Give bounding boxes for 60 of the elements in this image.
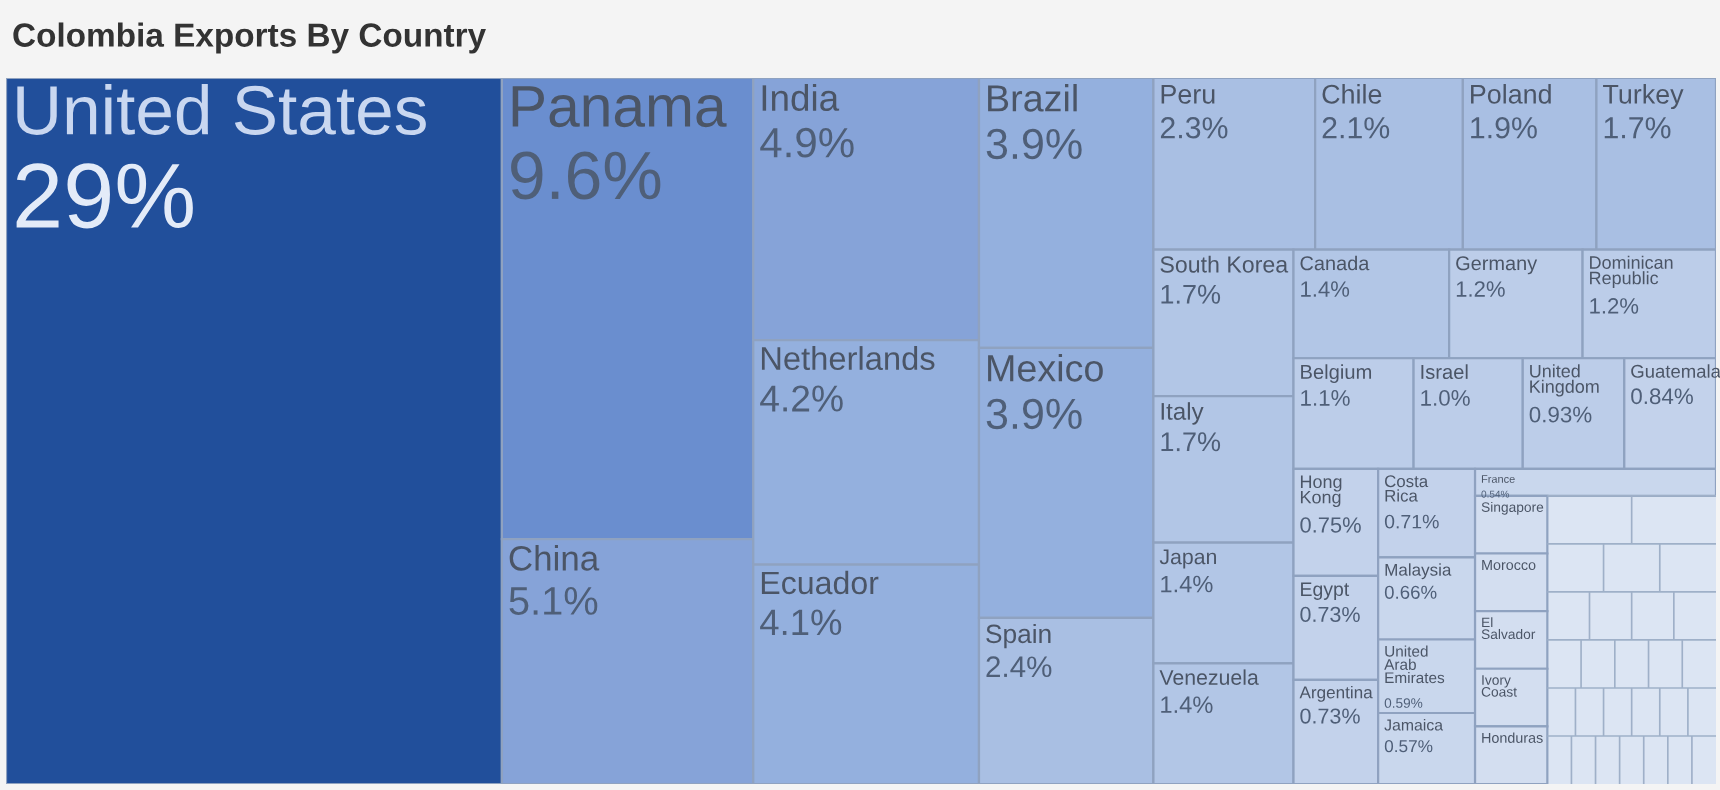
category-label: Brazil: [988, 84, 1077, 112]
data-label: 29%: [16, 163, 193, 229]
data-label: 0.73%: [1300, 708, 1360, 724]
category-label: Spain: [986, 623, 1051, 649]
data-label: 1.4%: [1161, 575, 1213, 593]
category-label: Malaysia: [1385, 563, 1452, 580]
category-label: United Kingdom: [1530, 364, 1599, 397]
category-label: Panama: [512, 86, 727, 128]
data-label: 1.4%: [1301, 281, 1350, 297]
data-label: 4.9%: [760, 127, 854, 158]
category-label: Turkey: [1603, 84, 1684, 110]
data-label: 0.66%: [1384, 585, 1437, 599]
category-label: Chile: [1322, 84, 1382, 104]
data-label: 1.7%: [1161, 432, 1221, 452]
category-label: India: [762, 84, 840, 112]
data-label: 4.1%: [760, 609, 842, 636]
data-label: 0.71%: [1384, 514, 1439, 529]
category-label: Venezuela: [1159, 669, 1259, 685]
category-label: Canada: [1300, 255, 1370, 271]
data-label: 1.9%: [1471, 117, 1537, 139]
data-label: 1.7%: [1604, 117, 1671, 139]
data-label: 1.2%: [1456, 281, 1505, 297]
category-label: Costa Rica: [1385, 475, 1429, 502]
category-label: China: [509, 545, 600, 571]
category-label: Guatemala: [1631, 364, 1720, 378]
category-label: Ecuador: [761, 570, 879, 595]
data-label: 5.1%: [509, 586, 598, 616]
category-label: Germany: [1456, 256, 1538, 275]
data-label: 0.75%: [1300, 517, 1361, 533]
category-label: Poland: [1471, 84, 1551, 104]
data-label: 4.2%: [760, 385, 843, 412]
data-label: 0.57%: [1384, 740, 1433, 753]
data-label: 1.1%: [1301, 390, 1350, 406]
data-label: 0.84%: [1631, 388, 1693, 405]
data-label: 2.4%: [986, 656, 1052, 678]
category-label: Argentina: [1299, 685, 1373, 702]
data-label: 1.2%: [1590, 298, 1639, 314]
text: Colombia Exports By Country: [13, 22, 486, 54]
data-label: 1.0%: [1421, 390, 1470, 406]
data-label: 3.9%: [986, 128, 1082, 160]
category-label: South Korea: [1160, 255, 1289, 273]
category-label: Egypt: [1301, 582, 1350, 600]
category-label: Italy: [1161, 402, 1204, 425]
category-label: Japan: [1159, 549, 1216, 569]
data-label: 2.3%: [1160, 117, 1228, 139]
category-label: United States: [17, 84, 426, 135]
category-label: Belgium: [1301, 364, 1372, 384]
category-label: Israel: [1421, 364, 1468, 380]
category-label: Hong Kong: [1300, 475, 1342, 508]
data-label: 0.93%: [1529, 406, 1592, 423]
category-label: Netherlands: [761, 346, 935, 371]
category-label: Peru: [1161, 84, 1215, 104]
data-label: 0.73%: [1300, 606, 1360, 623]
data-label: 1.7%: [1161, 284, 1221, 304]
category-label: Dominican Republic: [1590, 255, 1673, 288]
data-label: 2.1%: [1322, 117, 1390, 139]
data-label: 3.9%: [986, 398, 1082, 430]
data-label: 9.6%: [511, 151, 661, 200]
category-label: Mexico: [988, 353, 1103, 382]
data-label: 1.4%: [1161, 696, 1213, 713]
